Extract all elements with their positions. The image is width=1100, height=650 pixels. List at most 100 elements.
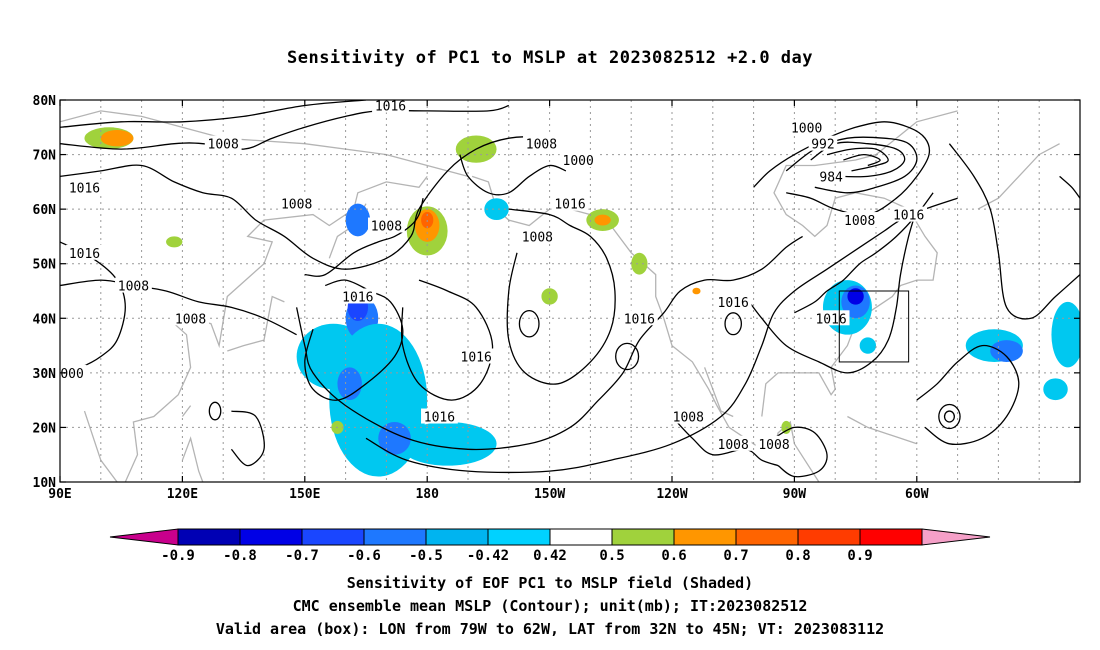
sensitivity-map: 1016 1008 1016 1008 1008 1008 1000 1016 1008 1016… xyxy=(33,94,1081,564)
contour-label-3: 1008 xyxy=(281,198,312,213)
coastline-6 xyxy=(761,110,958,417)
lat-label-7: 10N xyxy=(33,476,57,491)
colorbar-label-4: -0.5 xyxy=(409,548,443,564)
contour-label-13: 1000 xyxy=(53,367,84,382)
colorbar-high-arrow xyxy=(921,528,991,546)
contour-label-5: 1008 xyxy=(526,138,557,153)
mslp-contour-21 xyxy=(948,143,1080,320)
lon-label-7: 60W xyxy=(905,487,929,502)
colorbar-label-5: -0.42 xyxy=(467,548,509,564)
contour-label-bg-22 xyxy=(841,212,879,228)
contour-label-bg-0 xyxy=(372,100,409,113)
contour-label-11: 1008 xyxy=(175,312,206,327)
shade-15 xyxy=(859,337,877,354)
contour-label-22: 1008 xyxy=(844,214,875,229)
mslp-ring-4 xyxy=(208,401,222,421)
shade-14 xyxy=(1051,301,1080,368)
lon-label-0: 90E xyxy=(48,487,71,502)
contour-label-bg-24 xyxy=(669,408,707,424)
shade-18 xyxy=(100,130,134,147)
mslp-contour-5 xyxy=(60,279,297,336)
caption-contour: CMC ensemble mean MSLP (Contour); unit(m… xyxy=(292,597,808,615)
colorbar-low-arrow xyxy=(109,528,179,546)
contour-label-2: 1016 xyxy=(69,181,100,196)
shade-7 xyxy=(345,203,371,237)
lon-label-3: 180 xyxy=(415,487,439,502)
contour-label-18: 1016 xyxy=(815,312,846,327)
graticule xyxy=(60,100,1080,482)
shade-4 xyxy=(398,421,497,466)
colorbar-segment-8 xyxy=(673,528,737,546)
mslp-ring-2 xyxy=(943,410,955,423)
colorbar-label-11: 0.9 xyxy=(847,548,872,564)
mslp-contour-2 xyxy=(60,136,559,270)
mslp-contour-8 xyxy=(304,279,404,401)
mslp-ring-3 xyxy=(615,342,640,371)
lat-label-2: 60N xyxy=(33,203,57,218)
contour-label-24: 1008 xyxy=(673,411,704,426)
shade-27 xyxy=(541,288,558,305)
mslp-contour-18 xyxy=(843,153,881,167)
contour-label-1: 1008 xyxy=(208,138,239,153)
contour-label-16: 1016 xyxy=(624,312,655,327)
contour-label-bg-16 xyxy=(620,310,658,326)
mslp-contour-24 xyxy=(1059,175,1080,199)
shade-11 xyxy=(847,288,864,305)
coastlines xyxy=(60,110,1060,482)
mslp-contour-17 xyxy=(826,147,889,172)
contour-label-9: 1016 xyxy=(69,247,100,262)
map-frame xyxy=(59,99,1081,483)
sensitivity-shading xyxy=(84,127,1080,477)
colorbar-label-1: -0.8 xyxy=(223,548,257,564)
lat-label-4: 40N xyxy=(33,312,57,327)
colorbar-label-3: -0.6 xyxy=(347,548,381,564)
lon-label-4: 150W xyxy=(534,487,565,502)
contour-label-bg-13 xyxy=(60,364,87,380)
coastline-3 xyxy=(227,295,285,352)
contour-label-bg-5 xyxy=(523,135,560,151)
contour-label-bg-3 xyxy=(278,195,316,211)
contour-label-20: 992 xyxy=(811,138,834,153)
contour-label-bg-7 xyxy=(551,195,589,211)
lat-label-5: 30N xyxy=(33,367,57,382)
contour-label-14: 1016 xyxy=(461,350,492,365)
contour-label-bg-17 xyxy=(714,293,752,309)
lat-label-1: 70N xyxy=(33,149,57,164)
mslp-contour-22 xyxy=(916,344,1020,445)
contour-label-0: 1016 xyxy=(375,99,406,114)
lon-label-1: 120E xyxy=(167,487,198,502)
caption-shading: Sensitivity of EOF PC1 to MSLP field (Sh… xyxy=(346,574,754,592)
mslp-ring-5 xyxy=(724,312,743,336)
lon-label-2: 150E xyxy=(289,487,320,502)
colorbar-segment-2 xyxy=(301,528,365,546)
colorbar-segment-4 xyxy=(425,528,489,546)
colorbar-label-7: 0.5 xyxy=(599,548,624,564)
contour-label-bg-6 xyxy=(559,152,597,168)
colorbar-label-0: -0.9 xyxy=(161,548,195,564)
mslp-contours xyxy=(60,100,1080,478)
mslp-ring-1 xyxy=(938,403,961,430)
contour-label-bg-12 xyxy=(339,288,377,304)
colorbar-segment-9 xyxy=(735,528,799,546)
contour-label-12: 1016 xyxy=(342,290,373,305)
mslp-contour-10 xyxy=(365,197,958,474)
contour-label-8: 1008 xyxy=(522,230,553,245)
contour-label-19: 1000 xyxy=(791,121,822,136)
contour-label-bg-19 xyxy=(788,119,826,135)
lon-label-5: 120W xyxy=(656,487,687,502)
contour-label-7: 1016 xyxy=(554,198,585,213)
mslp-contour-3 xyxy=(459,154,567,196)
colorbar-label-8: 0.6 xyxy=(661,548,686,564)
mslp-contour-23 xyxy=(671,416,779,467)
contour-label-6: 1000 xyxy=(563,154,594,169)
contour-labels: 1016 1008 1016 1008 1008 1008 1000 1016 1008 1016… xyxy=(53,99,928,453)
colorbar-label-6: 0.42 xyxy=(533,548,567,564)
coastline-1 xyxy=(83,410,118,482)
mslp-contour-4 xyxy=(304,198,424,277)
shade-28 xyxy=(692,287,701,295)
contour-label-bg-4 xyxy=(368,217,405,233)
contour-label-bg-20 xyxy=(808,135,838,151)
contour-label-25: 1008 xyxy=(718,438,749,453)
coastline-0 xyxy=(60,110,469,178)
valid-area-box xyxy=(838,290,910,363)
